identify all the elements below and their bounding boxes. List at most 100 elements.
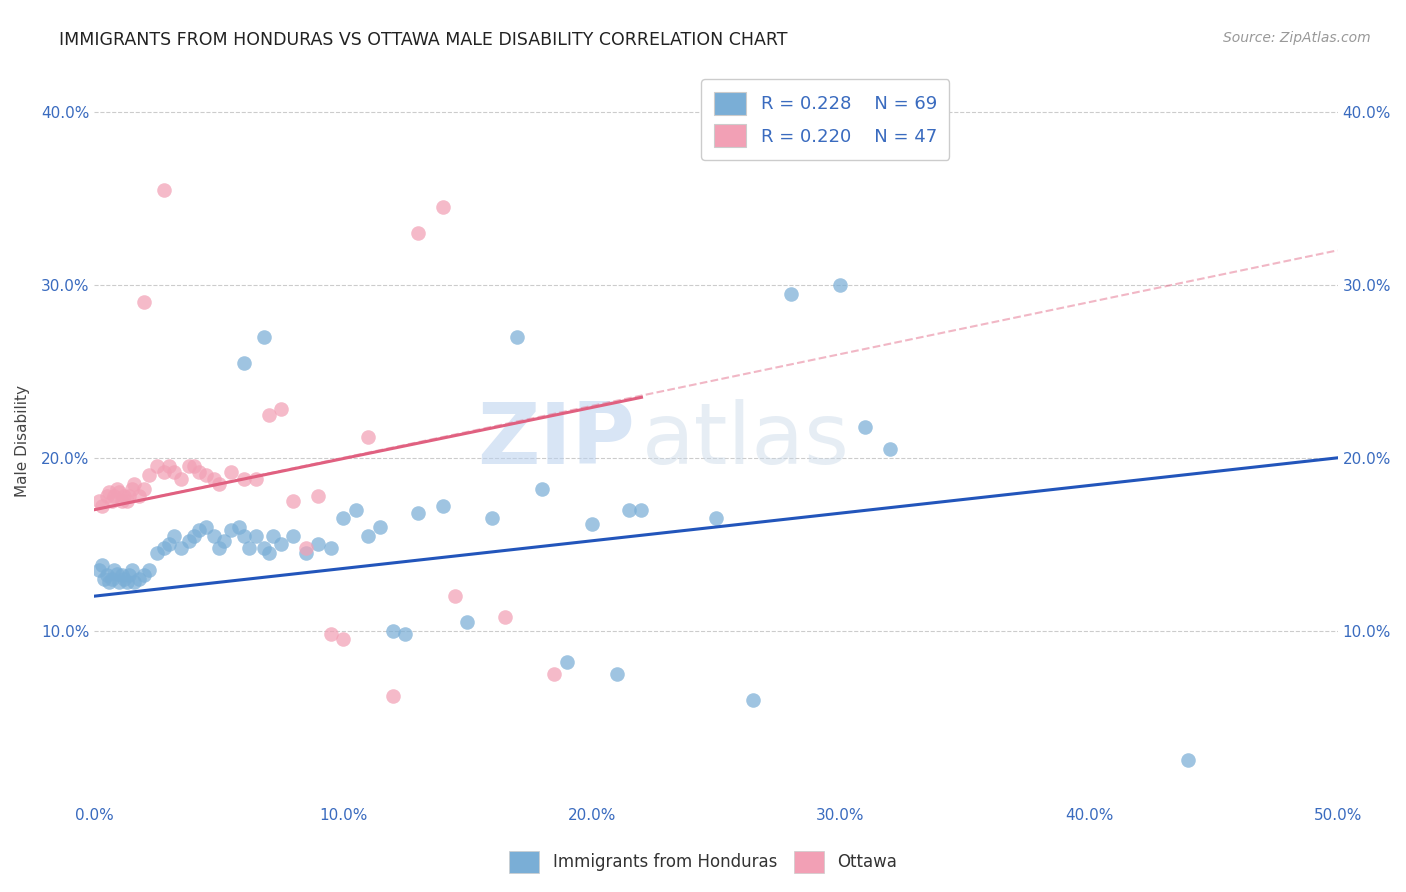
Point [307,537,329,551]
Point [394,627,416,641]
Point [481,511,503,525]
Point [704,511,727,525]
Point [134,568,156,582]
Point [208,476,231,491]
Point [543,667,565,681]
Point [157,537,180,551]
Point [381,690,404,704]
Point [145,459,167,474]
Point [115,494,138,508]
Point [208,541,231,555]
Point [163,465,186,479]
Point [238,541,260,555]
Point [252,330,274,344]
Point [103,489,125,503]
Point [1177,753,1199,767]
Point [581,516,603,531]
Legend: Immigrants from Honduras, Ottawa: Immigrants from Honduras, Ottawa [502,845,904,880]
Point [232,472,254,486]
Point [257,408,280,422]
Point [232,528,254,542]
Point [263,528,285,542]
Point [153,541,176,555]
Point [506,330,529,344]
Point [245,472,267,486]
Point [555,655,578,669]
Point [307,489,329,503]
Point [111,494,134,508]
Point [195,520,218,534]
Point [112,489,135,503]
Point [108,575,131,590]
Point [108,485,131,500]
Point [319,541,342,555]
Point [98,485,121,500]
Point [103,563,125,577]
Point [183,528,205,542]
Point [270,537,292,551]
Point [177,533,200,548]
Point [89,494,111,508]
Point [121,482,143,496]
Point [112,572,135,586]
Point [270,402,292,417]
Point [444,589,467,603]
Point [432,500,454,514]
Point [879,442,901,457]
Point [115,575,138,590]
Legend: R = 0.228    N = 69, R = 0.220    N = 47: R = 0.228 N = 69, R = 0.220 N = 47 [702,79,949,160]
Point [170,541,193,555]
Point [122,476,145,491]
Text: Source: ZipAtlas.com: Source: ZipAtlas.com [1223,31,1371,45]
Point [202,528,225,542]
Point [332,511,354,525]
Point [187,465,209,479]
Point [295,541,318,555]
Point [202,472,225,486]
Point [212,533,235,548]
Point [96,489,118,503]
Point [105,482,128,496]
Point [89,563,111,577]
Point [134,295,156,310]
Point [153,183,176,197]
Point [128,572,150,586]
Point [93,572,115,586]
Point [105,566,128,581]
Point [283,528,305,542]
Point [187,524,209,538]
Point [456,615,478,629]
Point [370,520,392,534]
Point [101,572,124,586]
Text: IMMIGRANTS FROM HONDURAS VS OTTAWA MALE DISABILITY CORRELATION CHART: IMMIGRANTS FROM HONDURAS VS OTTAWA MALE … [59,31,787,49]
Point [138,468,160,483]
Point [606,667,628,681]
Text: ZIP: ZIP [478,399,636,482]
Point [101,494,124,508]
Point [232,356,254,370]
Point [157,459,180,474]
Point [853,419,876,434]
Point [134,482,156,496]
Point [183,459,205,474]
Point [118,568,141,582]
Point [332,632,354,647]
Point [170,472,193,486]
Point [118,489,141,503]
Point [381,624,404,638]
Point [145,546,167,560]
Point [357,528,380,542]
Point [228,520,250,534]
Point [295,546,318,560]
Point [319,627,342,641]
Point [122,575,145,590]
Point [283,494,305,508]
Point [630,502,652,516]
Point [195,468,218,483]
Point [90,558,112,572]
Point [138,563,160,577]
Point [617,502,640,516]
Point [219,524,242,538]
Point [830,277,852,292]
Point [742,693,765,707]
